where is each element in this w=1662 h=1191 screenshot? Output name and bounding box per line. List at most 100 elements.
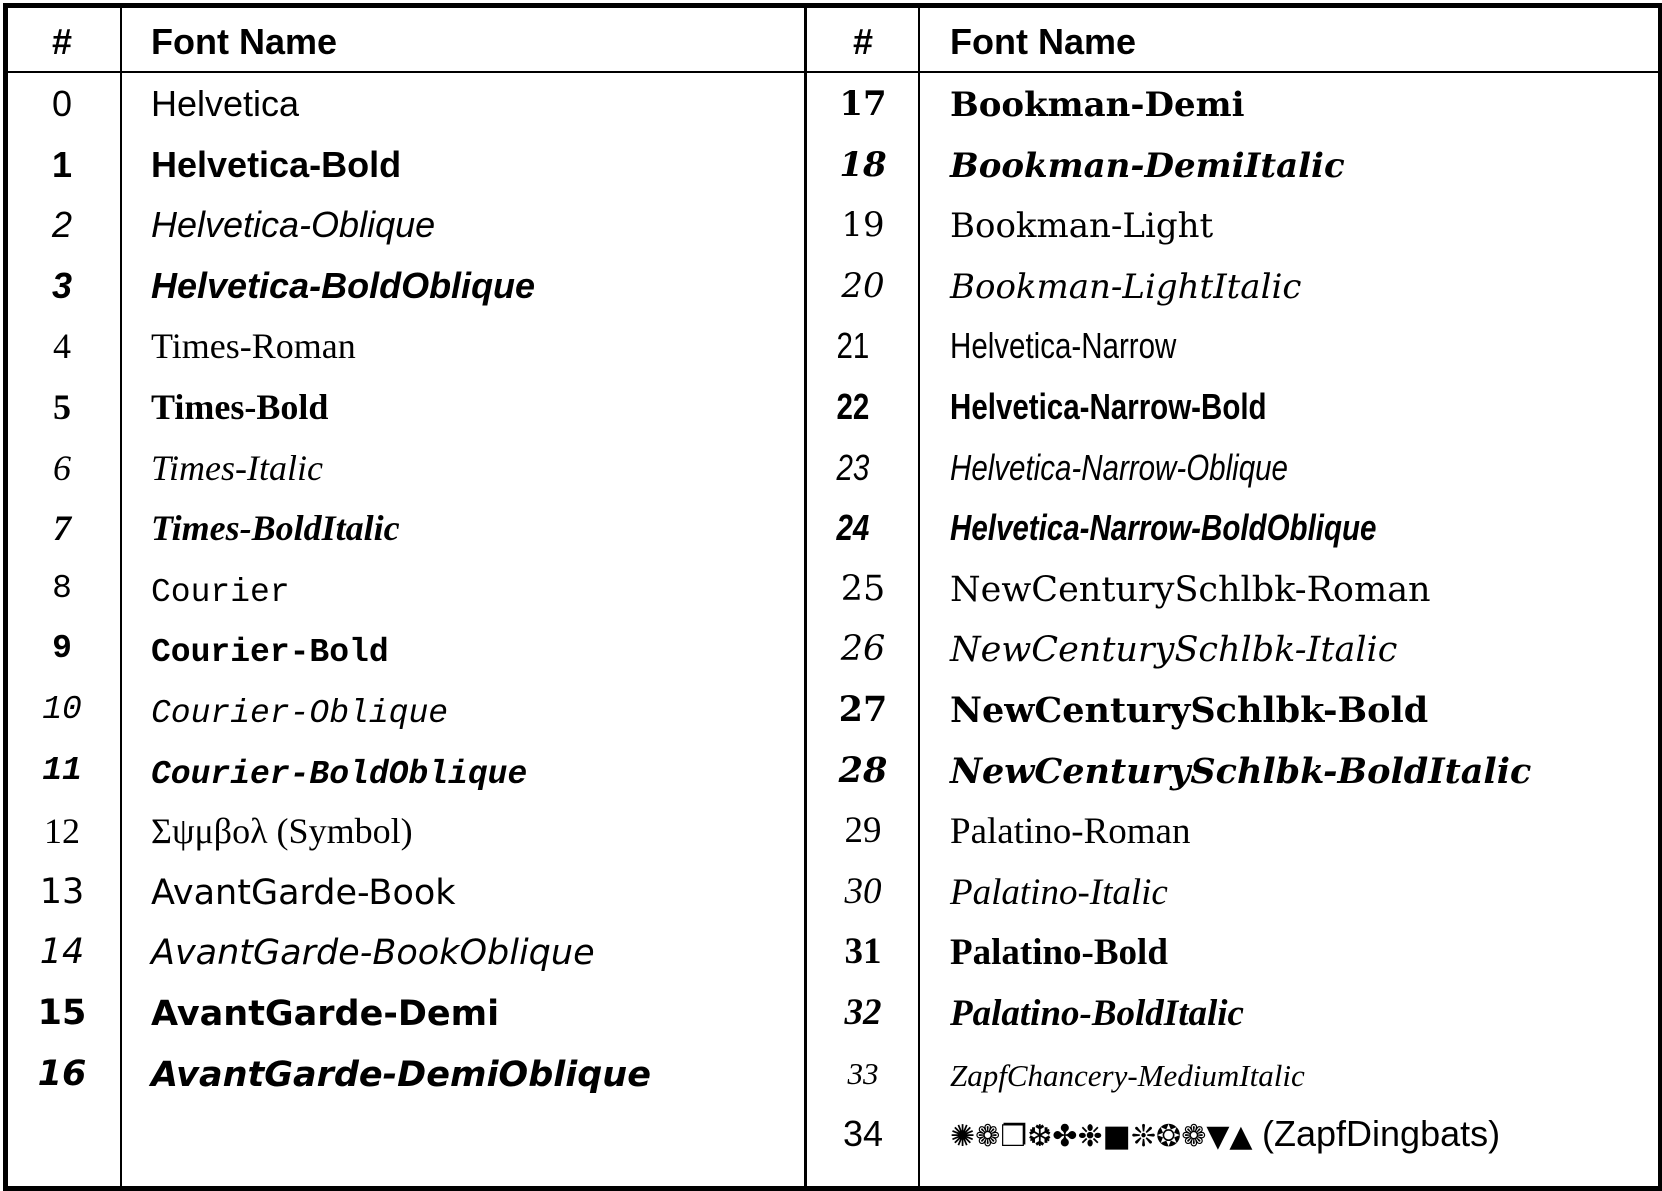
right-font-row: Palatino-Roman [950, 801, 1190, 861]
left-font-number: 13 [39, 871, 85, 912]
font-name: Courier-Oblique [151, 695, 449, 732]
font-name: Helvetica-Narrow [950, 325, 1177, 367]
font-name: Palatino-Italic [950, 871, 1168, 913]
left-font-row: Courier-BoldOblique [151, 741, 527, 801]
left-font-row: Courier [151, 559, 290, 619]
column-divider [918, 8, 920, 1186]
font-name: AvantGarde-BookOblique [151, 933, 595, 974]
right-font-row: Palatino-BoldItalic [950, 983, 1244, 1043]
left-font-number: 2 [51, 204, 73, 246]
right-font-row: Helvetica-Narrow-Bold [950, 377, 1336, 437]
font-name: NewCenturySchlbk-Bold [950, 690, 1429, 731]
column-divider [804, 8, 807, 1186]
font-name: Times-Roman [151, 326, 356, 367]
right-font-row: NewCenturySchlbk-Italic [950, 619, 1397, 679]
font-name: AvantGarde-Demi [151, 994, 500, 1034]
left-font-number: 5 [53, 387, 71, 427]
left-font-row: Courier-Oblique [151, 680, 448, 740]
font-name: AvantGarde-Book [151, 872, 456, 913]
left-font-row: Helvetica-BoldOblique [151, 256, 535, 316]
font-name: Helvetica-Narrow-BoldOblique [950, 507, 1377, 549]
right-font-number: 20 [841, 265, 885, 306]
header-name-right: Font Name [950, 21, 1137, 62]
left-font-number: 1 [51, 143, 73, 185]
right-font-row: Bookman-DemiItalic [950, 135, 1345, 195]
left-font-number: 11 [42, 751, 82, 789]
font-name: NewCenturySchlbk-BoldItalic [950, 750, 1532, 792]
font-name: Times-Bold [151, 387, 329, 427]
right-font-row: Bookman-Demi [950, 74, 1245, 134]
right-font-row: Helvetica-Narrow [950, 316, 1226, 376]
left-font-number: 3 [51, 264, 73, 306]
left-font-row: AvantGarde-DemiOblique [151, 1044, 651, 1104]
right-font-row: ✺❁❐❆✤❉■❊❂❁▼▲ (ZapfDingbats) [950, 1104, 1500, 1164]
left-font-row: AvantGarde-Demi [151, 983, 499, 1043]
right-font-number: 27 [838, 689, 888, 730]
font-name: Bookman-Light [950, 206, 1214, 247]
dingbat-label: (ZapfDingbats) [1262, 1113, 1501, 1155]
dingbat-sample: ✺❁❐❆✤❉■❊❂❁▼▲ [950, 1119, 1263, 1155]
right-font-row: Palatino-Italic [950, 862, 1168, 922]
right-font-number: 18 [839, 144, 887, 185]
header-num-left: # [51, 21, 73, 62]
column-divider [120, 8, 122, 1186]
font-name: Helvetica-BoldOblique [151, 264, 536, 306]
font-name: Palatino-Bold [950, 932, 1168, 974]
right-font-row: Bookman-LightItalic [950, 256, 1301, 316]
right-font-row: Bookman-Light [950, 195, 1213, 255]
font-name: Courier-Bold [151, 634, 389, 672]
left-font-row: Times-Bold [151, 377, 328, 437]
font-name: Helvetica-Oblique [151, 204, 436, 246]
font-name: ZapfChancery-MediumItalic [950, 1057, 1305, 1093]
font-name: NewCenturySchlbk-Roman [950, 569, 1431, 610]
left-font-row: Times-Italic [151, 438, 323, 498]
header-num-right: # [852, 21, 874, 62]
font-table: # Font Name # Font Name 0 Helvetica 1 Helve… [3, 3, 1662, 1191]
left-font-number: 4 [53, 326, 71, 367]
right-font-row: Helvetica-Narrow-BoldOblique [950, 498, 1470, 558]
right-font-number: 25 [840, 568, 886, 609]
right-font-row: Palatino-Bold [950, 922, 1168, 982]
left-font-row: Helvetica-Oblique [151, 195, 435, 255]
left-font-number: 16 [37, 1053, 87, 1094]
left-font-row: Times-BoldItalic [151, 498, 400, 558]
right-font-number: 21 [836, 325, 870, 367]
font-name: Times-BoldItalic [151, 508, 400, 549]
left-font-number: 10 [42, 691, 82, 728]
left-font-number: 0 [51, 83, 73, 124]
right-font-number: 34 [842, 1113, 884, 1155]
left-font-row: AvantGarde-Book [151, 862, 456, 922]
left-font-number: 9 [52, 630, 72, 668]
left-font-row: Helvetica [151, 74, 299, 134]
left-font-number: 15 [37, 993, 87, 1033]
left-font-number: 8 [52, 569, 72, 607]
header-name-left: Font Name [151, 21, 338, 62]
right-font-number: 17 [839, 84, 887, 124]
left-font-row: Times-Roman [151, 316, 356, 376]
right-font-row: NewCenturySchlbk-BoldItalic [950, 741, 1531, 801]
font-name: Palatino-Roman [950, 811, 1191, 853]
right-font-row: Helvetica-Narrow-Oblique [950, 438, 1362, 498]
font-name: Courier [151, 573, 290, 611]
right-font-number: 32 [844, 992, 882, 1033]
font-name: Palatino-BoldItalic [950, 993, 1244, 1034]
right-font-number: 24 [836, 507, 870, 549]
left-font-number: 7 [53, 508, 71, 549]
right-font-row: ZapfChancery-MediumItalic [950, 1044, 1305, 1104]
right-font-number: 33 [847, 1055, 879, 1091]
left-font-row: Helvetica-Bold [151, 135, 401, 195]
font-name: Helvetica-Narrow-Bold [950, 386, 1267, 427]
font-name: Courier-BoldOblique [151, 755, 528, 793]
left-font-number: 14 [39, 932, 85, 973]
font-name: Bookman-LightItalic [950, 266, 1302, 307]
right-font-row: NewCenturySchlbk-Roman [950, 559, 1431, 619]
right-font-row: NewCenturySchlbk-Bold [950, 680, 1428, 740]
right-font-number: 29 [844, 810, 882, 852]
left-font-number: 12 [44, 811, 80, 852]
font-name: Bookman-DemiItalic [950, 145, 1345, 186]
right-font-number: 30 [844, 870, 882, 912]
right-font-number: 22 [836, 386, 870, 427]
font-name: Bookman-Demi [950, 85, 1245, 125]
right-font-number: 23 [836, 446, 870, 488]
right-font-number: 19 [841, 205, 885, 246]
